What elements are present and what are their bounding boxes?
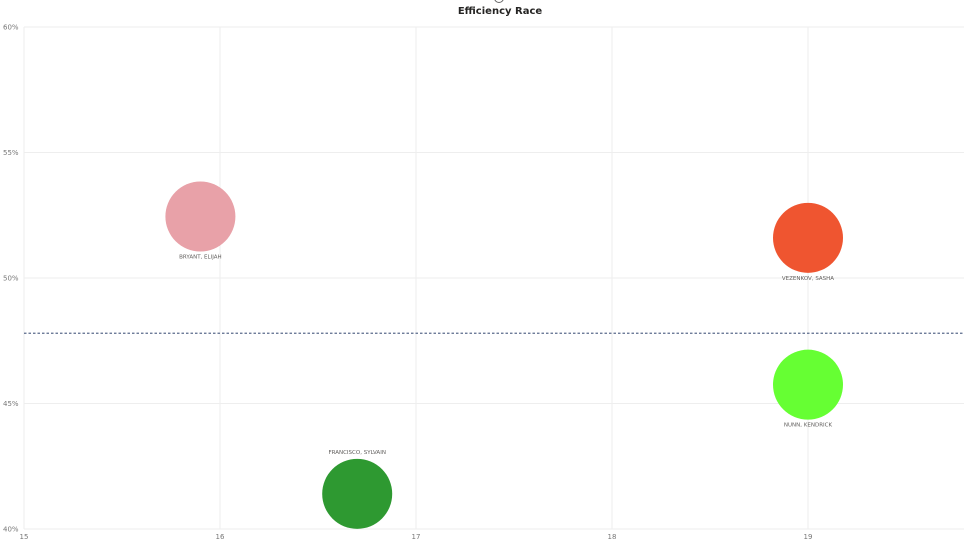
- chart-title: Efficiency Race: [457, 6, 543, 17]
- data-point-bubble: [322, 458, 393, 529]
- x-tick-label: 16: [216, 533, 225, 541]
- y-tick-label: 45%: [3, 400, 19, 408]
- data-point-label: FRANCISCO, SYLVAIN: [328, 450, 385, 456]
- y-tick-label: 55%: [3, 149, 19, 157]
- data-point-label: NUNN, KENDRICK: [784, 423, 833, 429]
- data-point-label: BRYANT, ELIJAH: [179, 255, 222, 261]
- y-tick-label: 50%: [3, 275, 19, 283]
- data-point-bubble: [165, 181, 236, 252]
- x-tick-label: 15: [20, 533, 29, 541]
- y-tick-label: 60%: [3, 24, 19, 32]
- x-tick-label: 18: [608, 533, 617, 541]
- x-tick-label: 17: [412, 533, 421, 541]
- data-point-bubble: [773, 202, 843, 273]
- data-point-bubble: [773, 349, 843, 420]
- data-point-label: VEZENKOV, SASHA: [782, 276, 834, 282]
- y-tick-label: 40%: [3, 526, 19, 534]
- x-tick-label: 19: [804, 533, 813, 541]
